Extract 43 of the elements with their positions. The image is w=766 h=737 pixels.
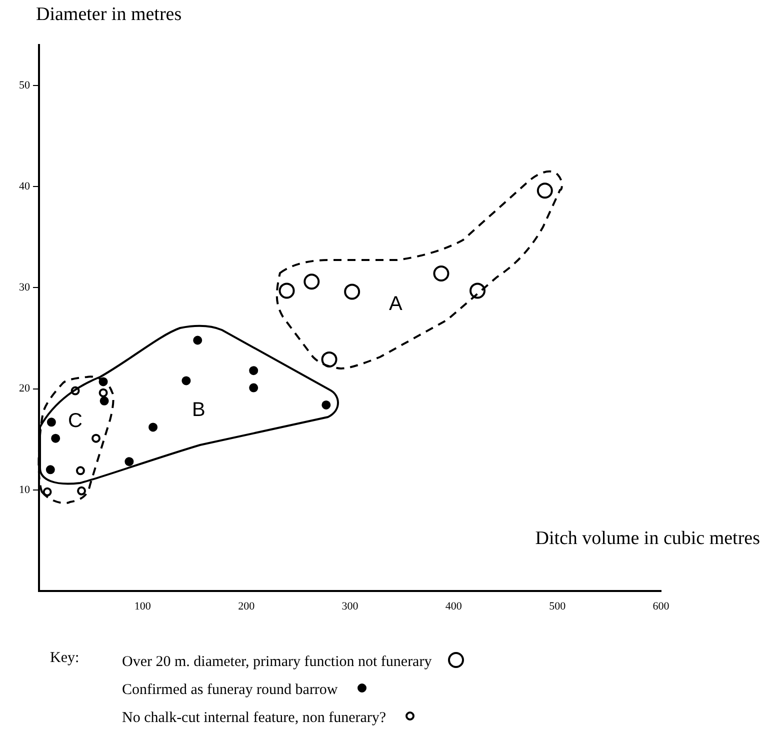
y-tick-label: 50 (19, 79, 30, 92)
point (92, 434, 101, 443)
annotation: A (389, 293, 402, 315)
legend-label: Over 20 m. diameter, primary function not funerary (122, 654, 432, 670)
point (46, 465, 55, 474)
point (249, 383, 258, 392)
point (322, 400, 331, 410)
point (100, 396, 109, 406)
legend-title: Key: (50, 650, 80, 667)
y-tick-label: 10 (19, 484, 30, 496)
point (42, 487, 52, 496)
point (51, 434, 60, 443)
point (536, 182, 553, 199)
y-tick-label: 20 (19, 382, 30, 395)
annotation: B (192, 399, 206, 421)
point (433, 266, 450, 282)
point (182, 376, 191, 386)
x-tick-label: 200 (238, 600, 256, 612)
x-tick-label: 500 (549, 600, 566, 612)
point (76, 466, 85, 476)
point (98, 388, 108, 398)
y-tick-label: 30 (19, 282, 30, 294)
point (304, 274, 320, 290)
x-tick-label: 100 (134, 600, 152, 612)
annotation: C (68, 410, 82, 432)
point (321, 351, 338, 368)
point (249, 366, 258, 376)
x-tick-label: 300 (342, 600, 359, 612)
point (148, 422, 158, 432)
point (77, 486, 86, 496)
point (278, 282, 295, 299)
x-axis-title: Ditch volume in cubic metres (535, 528, 760, 550)
point (470, 282, 486, 299)
point (344, 284, 360, 300)
point (124, 457, 134, 466)
point (46, 418, 56, 427)
point (193, 336, 202, 345)
x-tick-label: 600 (652, 600, 670, 612)
y-axis-title: Diameter in metres (36, 4, 182, 26)
legend-label: Confirmed as funeray round barrow (122, 682, 338, 698)
legend-label: No chalk-cut internal feature, non funerary? (122, 710, 386, 726)
x-tick-label: 400 (445, 600, 462, 612)
y-tick-label: 40 (19, 180, 30, 192)
